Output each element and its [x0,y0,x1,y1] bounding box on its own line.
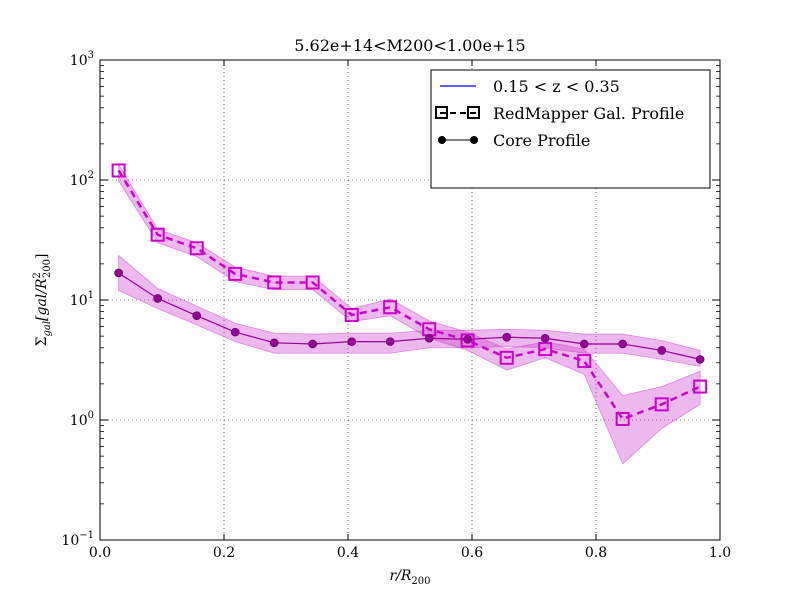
legend-label-core: Core Profile [493,131,590,150]
redmapper-gal-profile-marker [538,342,553,357]
core-profile-marker [424,333,434,343]
redmapper-gal-profile-marker [577,354,592,369]
redmapper-gal-profile-marker [344,307,359,322]
y-tick-label: 103 [70,50,94,69]
core-profile-marker [657,346,667,355]
redmapper-gal-profile-marker [305,275,320,290]
y-tick-label: 101 [70,290,94,309]
legend-marker-core-left [438,136,446,144]
x-tick-label: 0.0 [89,545,111,561]
redmapper-gal-profile-marker [383,300,398,315]
core-profile-marker [192,311,202,320]
redmapper-gal-profile-line [117,169,701,421]
core-profile-marker [153,294,162,303]
axis-tick-labels: 0.0 0.2 0.4 0.6 0.8 1.0 10−1 100 101 102 103 [61,50,731,561]
legend-marker-redmapper-left [435,106,448,119]
redmapper-gal-profile-marker [150,227,165,242]
error-bands [118,162,701,465]
core-profile-marker [618,339,627,349]
y-tick-label: 10−1 [61,530,94,549]
x-tick-label: 0.4 [337,545,359,561]
core-profile-marker [269,338,279,348]
core-profile-marker [230,327,240,337]
core-profile-error-band [118,254,701,367]
legend-label-redshift: 0.15 < z < 0.35 [493,77,620,96]
x-tick-label: 0.2 [213,545,235,561]
redmapper-gal-profile-marker [615,411,630,426]
legend-marker-redmapper-right [467,106,480,119]
core-profile-line [118,272,701,360]
x-tick-label: 1.0 [709,545,731,561]
redmapper-gal-profile-marker [422,322,437,337]
core-profile-marker [540,333,550,343]
core-profile-marker [347,337,357,346]
y-axis-label: Σgal[gal/R2200] [32,254,53,347]
core-profile-marker [463,335,472,344]
redmapper-gal-profile-error-band [118,162,701,465]
core-profile-marker [579,339,589,349]
chart-title: 5.62e+14<M200<1.00e+15 [294,36,525,55]
x-tick-label: 0.8 [585,545,607,561]
core-profile-marker [695,355,705,364]
x-axis-label: r/R200 [389,568,430,587]
y-tick-label: 102 [70,170,94,189]
legend-box [430,69,711,189]
y-tick-label: 100 [70,410,94,429]
redmapper-gal-profile-marker [228,266,243,281]
redmapper-gal-profile-marker [499,350,514,365]
legend: 0.15 < z < 0.35 RedMapper Gal. Profile C… [430,69,711,189]
redmapper-gal-profile-marker [111,163,126,178]
core-profile-marker [308,339,317,349]
legend-label-redmapper: RedMapper Gal. Profile [493,104,684,123]
core-profile-marker [385,337,395,346]
series-lines [117,169,701,421]
axis-ticks [99,59,721,541]
core-profile-marker [502,332,512,342]
redmapper-gal-profile-marker [654,397,669,412]
redmapper-gal-profile-marker [267,275,282,290]
redmapper-gal-profile-marker [693,379,708,394]
redmapper-gal-profile-marker [460,333,475,348]
core-profile-marker [114,268,123,278]
series-markers [111,163,708,426]
legend-marker-core-right [470,136,478,144]
x-tick-label: 0.6 [461,545,483,561]
redmapper-gal-profile-marker [189,241,204,256]
